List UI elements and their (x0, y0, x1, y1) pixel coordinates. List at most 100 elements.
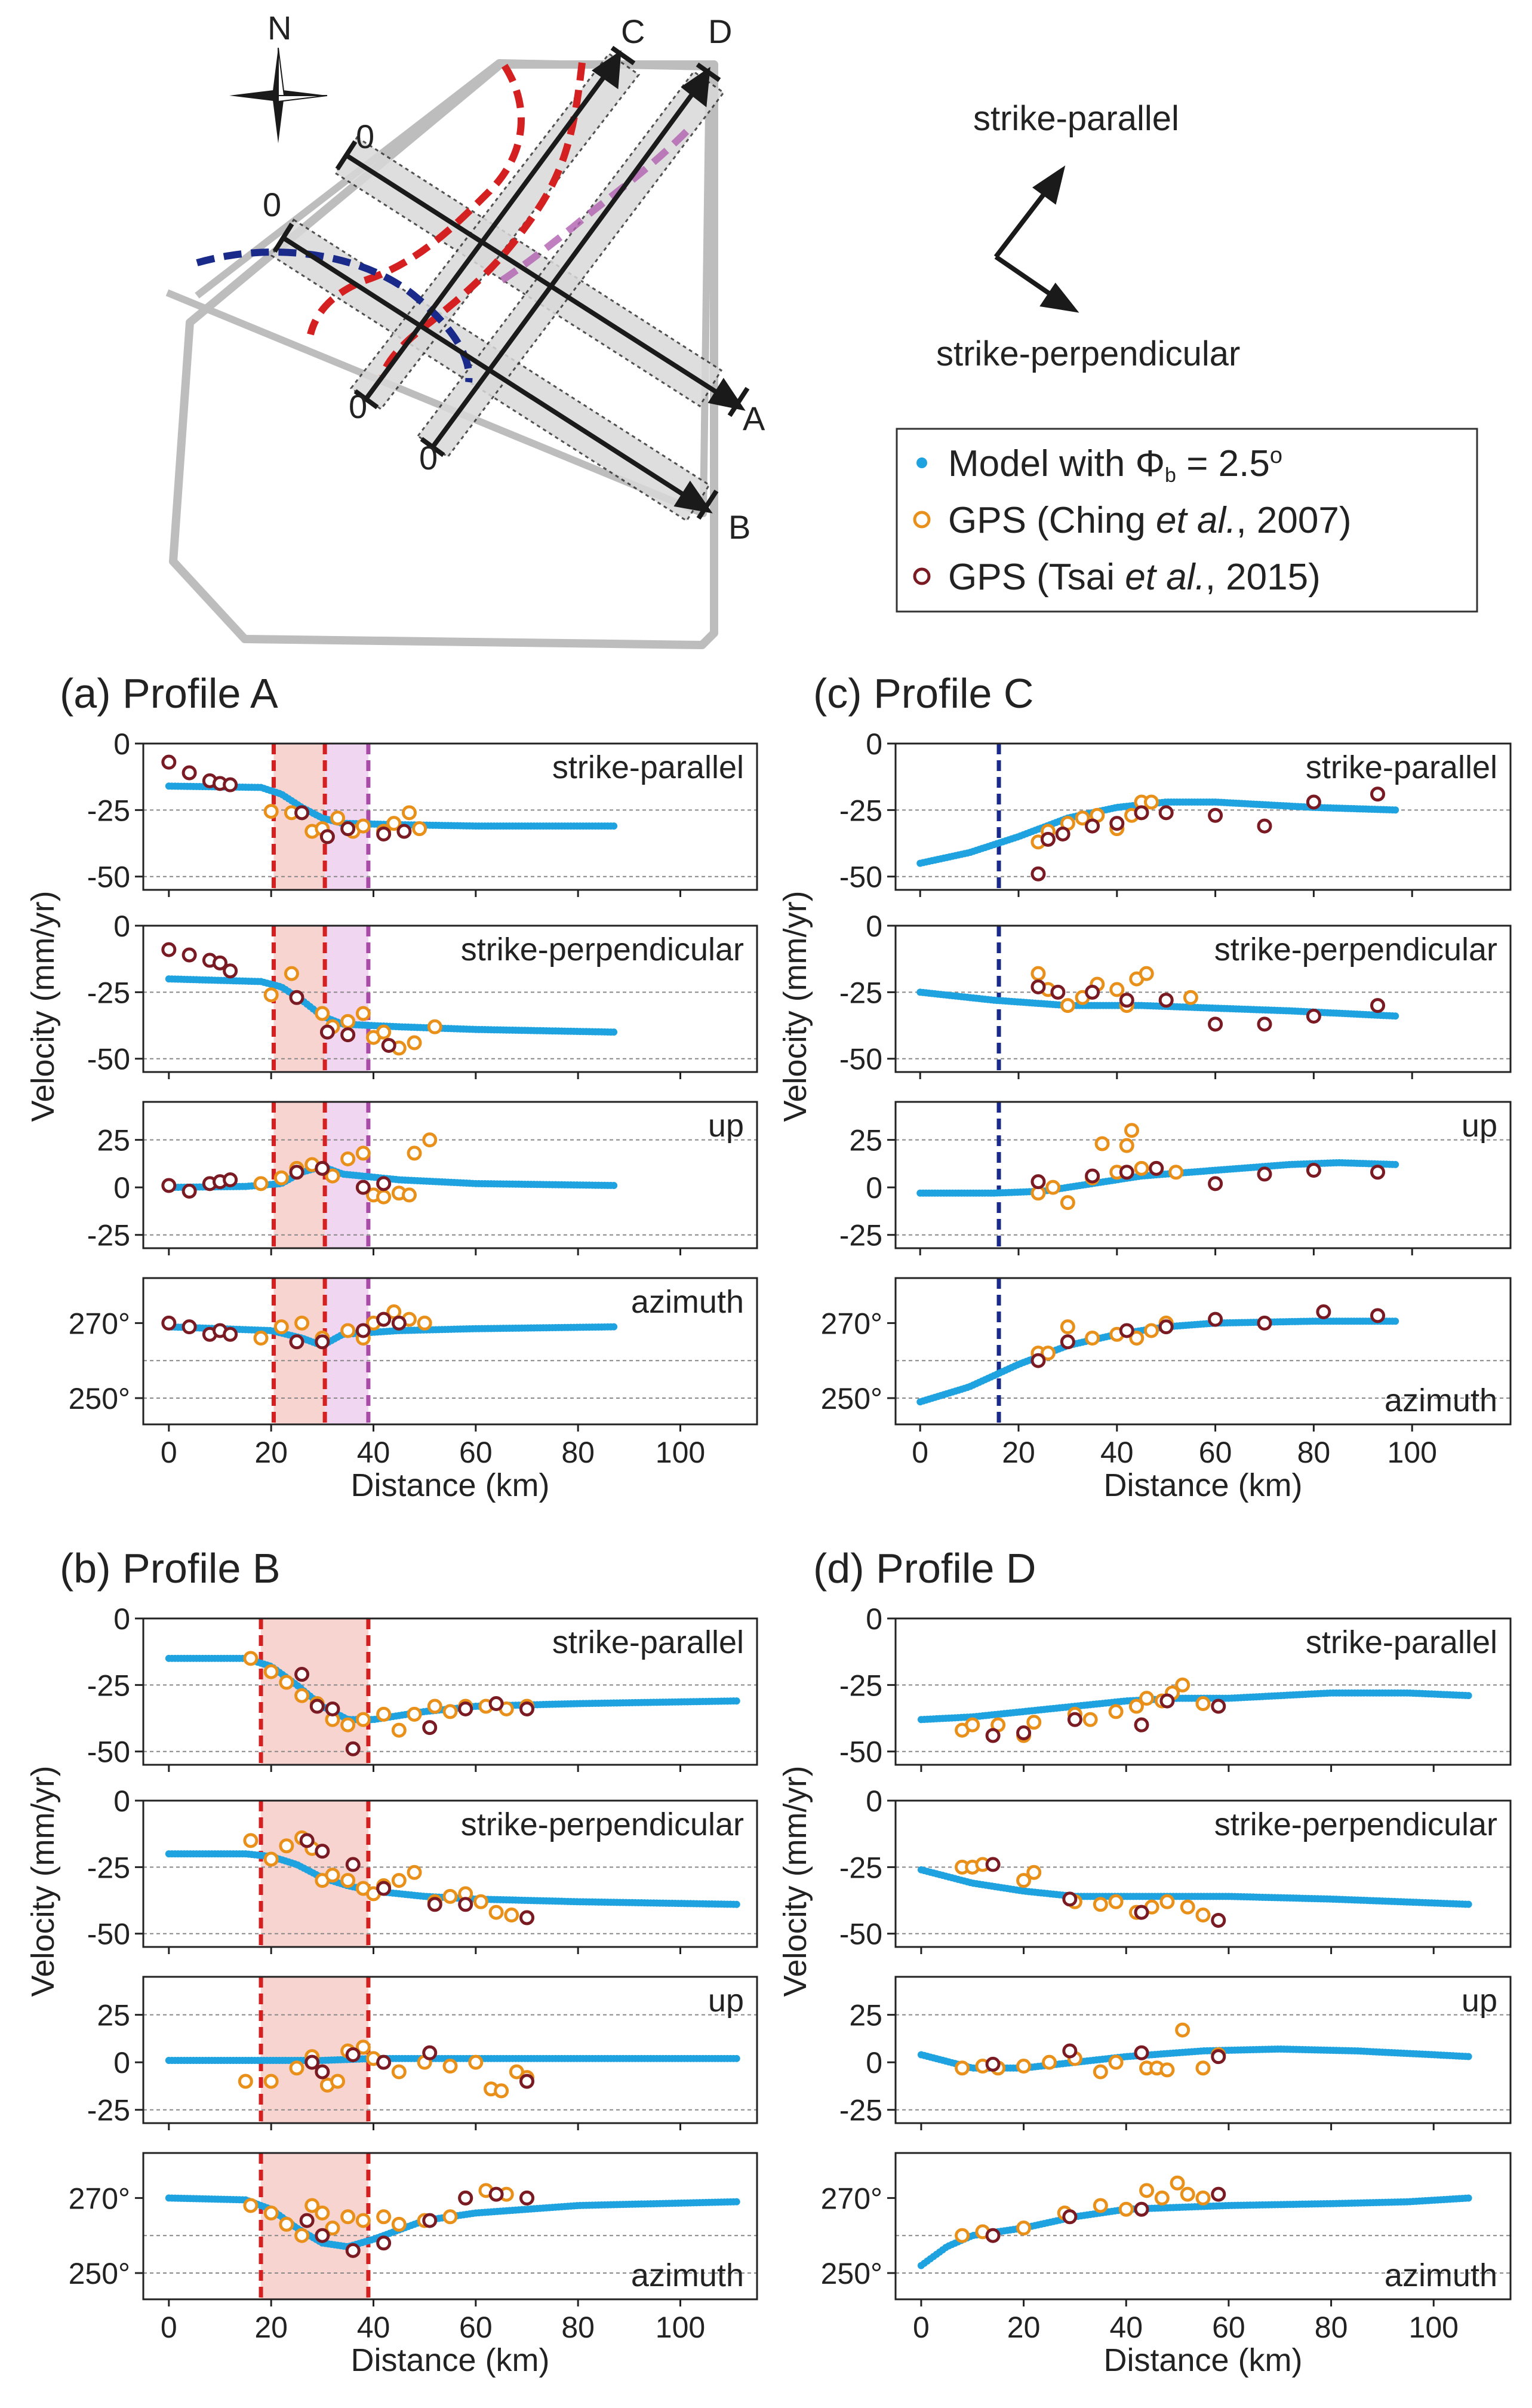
gps-tsai-point (391, 1315, 407, 1331)
component-label: azimuth (1385, 2258, 1497, 2293)
gps-tsai-point (345, 2047, 361, 2062)
component-label: up (708, 1108, 744, 1144)
gps-tsai-point (161, 942, 177, 957)
gps-tsai-point (1158, 1319, 1174, 1335)
gps-tsai-point (1134, 1717, 1149, 1733)
gps-ching-point (1170, 2175, 1185, 2191)
x-tick-label: 20 (254, 1436, 288, 1469)
gps-ching-point (504, 1908, 519, 1923)
gps-tsai-point (319, 1024, 335, 1040)
gps-tsai-point (294, 805, 310, 821)
gps-ching-point (340, 1013, 356, 1029)
gps-tsai-point (299, 1833, 315, 1848)
component-label: up (708, 1983, 744, 2019)
gps-tsai-point (1030, 1353, 1046, 1368)
gps-tsai-point (1257, 1166, 1272, 1182)
y-tick-label: 25 (849, 1999, 882, 2032)
direction-label-parallel: strike-parallel (973, 99, 1179, 138)
gps-ching-point (355, 2213, 371, 2228)
gps-tsai-point (1119, 1323, 1134, 1338)
y-tick-label: -50 (839, 861, 882, 894)
fault-zone-shade (325, 926, 368, 1072)
gps-ching-point (442, 1888, 458, 1904)
y-axis-label: Velocity (mm/yr) (777, 1765, 813, 1997)
gps-ching-point (442, 2059, 458, 2074)
gps-ching-point (1180, 1899, 1195, 1915)
gps-ching-point (294, 2228, 310, 2243)
gps-tsai-point (345, 1741, 361, 1756)
gps-ching-point (1093, 1897, 1108, 1912)
gps-ching-point (1094, 1136, 1110, 1151)
panel-frame (894, 742, 1512, 891)
x-axis-label: Distance (km) (1103, 1467, 1302, 1503)
gps-tsai-point (1062, 2209, 1078, 2225)
component-label: strike-parallel (552, 1624, 744, 1660)
x-tick-label: 100 (1409, 2311, 1459, 2344)
gps-ching-point (1016, 1873, 1032, 1888)
panel-frame (894, 924, 1512, 1073)
gps-tsai-point (1208, 1312, 1223, 1327)
gps-tsai-point (422, 1720, 438, 1736)
panel-frame (142, 1976, 758, 2124)
y-tick-label: -50 (839, 1043, 882, 1076)
gps-ching-point (355, 2040, 371, 2055)
panel-plot-area (896, 1102, 1511, 1248)
panel-frame (142, 742, 758, 891)
origin-label-c: 0 (349, 388, 367, 425)
gps-tsai-point (519, 2190, 534, 2206)
gps-tsai-point (396, 824, 412, 839)
gps-tsai-point (381, 1037, 396, 1053)
gps-tsai-point (223, 777, 238, 793)
y-tick-label: -25 (87, 2094, 130, 2127)
fault-trace-red-1 (307, 63, 525, 336)
panel-plot-area (143, 1801, 757, 1947)
component-label: strike-perpendicular (461, 1807, 744, 1842)
gps-ching-point (330, 2074, 346, 2089)
gps-tsai-point (355, 1323, 371, 1338)
profile-chart-b: (b) Profile B 0 -25 -50 strike-parallel 0 -25 -… (25, 1545, 758, 2378)
gps-ching-point (263, 987, 279, 1003)
gps-ching-point (294, 1688, 310, 1703)
gps-ching-point (340, 2209, 356, 2225)
north-label: N (267, 9, 291, 47)
gps-tsai-point (1119, 993, 1134, 1008)
component-label: azimuth (631, 2258, 744, 2293)
direction-label-perpendicular: strike-perpendicular (936, 334, 1240, 373)
gps-tsai-point (223, 1172, 238, 1187)
gps-ching-point (1134, 1160, 1149, 1176)
model-point (1392, 806, 1399, 814)
gps-ching-point (263, 1851, 279, 1867)
gps-tsai-point (376, 1176, 392, 1191)
gps-tsai-point (289, 1165, 304, 1180)
panel-plot-area (896, 744, 1511, 890)
model-point (733, 2054, 740, 2062)
y-tick-label: -25 (87, 976, 130, 1009)
panel-plot-area (143, 1618, 757, 1765)
fault-zone-shade (261, 2153, 368, 2299)
profile-label-c: C (621, 13, 645, 50)
gps-tsai-point (1208, 1176, 1223, 1191)
panel-plot-area (896, 926, 1511, 1072)
legend-ching-marker (913, 511, 931, 529)
gps-tsai-point (1060, 1334, 1075, 1350)
panel-plot-area (896, 2014, 1511, 2111)
gps-tsai-point (1370, 998, 1386, 1013)
gps-ching-point (407, 1706, 422, 1722)
gps-ching-point (407, 1035, 422, 1051)
panel-az: 270° 250° azimuth (821, 2152, 1512, 2306)
gps-tsai-point (1211, 2049, 1226, 2065)
component-label: azimuth (631, 1284, 744, 1320)
gps-tsai-point (1158, 993, 1174, 1008)
gps-ching-point (417, 1315, 432, 1331)
model-point (610, 1182, 618, 1189)
gps-ching-point (279, 1675, 294, 1690)
gps-tsai-point (315, 1160, 330, 1176)
y-tick-label: 0 (866, 1171, 882, 1205)
gps-ching-point (965, 1717, 980, 1733)
gps-tsai-point (985, 1728, 1001, 1743)
model-point (1465, 1692, 1472, 1700)
gps-ching-point (1180, 2186, 1195, 2202)
panel-frame (894, 1101, 1512, 1249)
gps-tsai-point (1211, 1912, 1226, 1928)
panel-up: 25 0 -25 up (839, 1976, 1512, 2130)
